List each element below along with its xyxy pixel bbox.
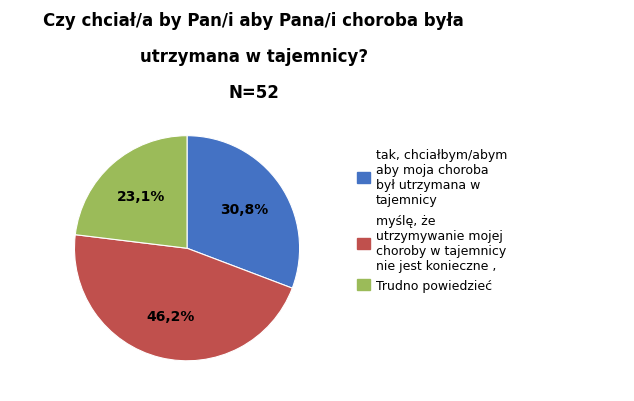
Text: 46,2%: 46,2% <box>146 309 195 323</box>
Text: N=52: N=52 <box>228 84 279 102</box>
Wedge shape <box>187 136 300 288</box>
Text: Czy chciał/a by Pan/i aby Pana/i choroba była: Czy chciał/a by Pan/i aby Pana/i choroba… <box>43 12 464 30</box>
Wedge shape <box>75 136 187 249</box>
Wedge shape <box>74 235 292 361</box>
Text: utrzymana w tajemnicy?: utrzymana w tajemnicy? <box>139 48 368 66</box>
Text: 23,1%: 23,1% <box>117 190 165 203</box>
Legend: tak, chciałbym/abym
aby moja choroba
był utrzymana w
tajemnicy, myślę, że
utrzym: tak, chciałbym/abym aby moja choroba był… <box>355 146 510 295</box>
Text: 30,8%: 30,8% <box>221 202 269 216</box>
